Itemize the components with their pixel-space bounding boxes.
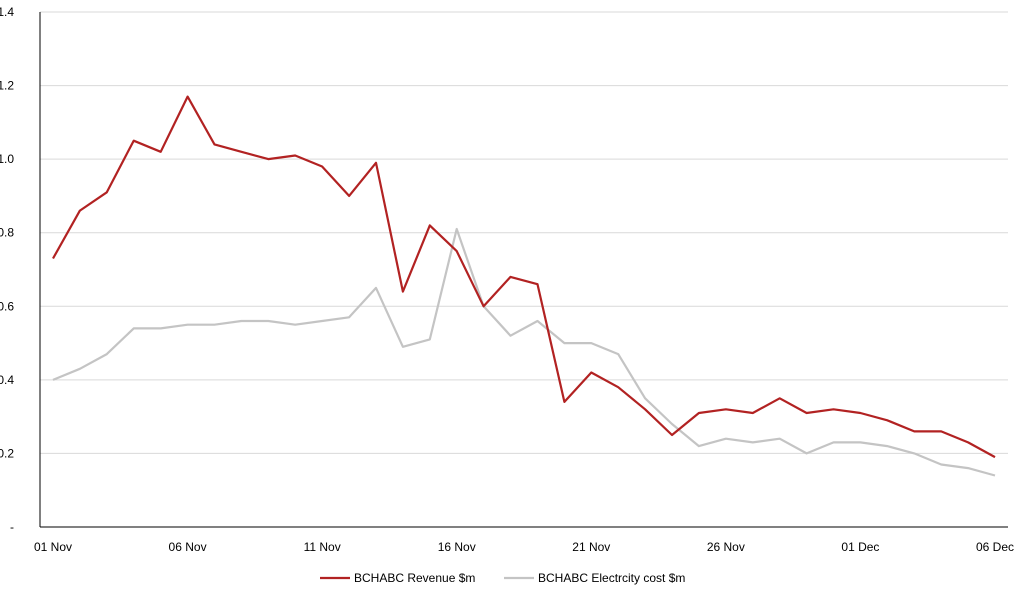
x-tick-label: 06 Dec [976,540,1014,554]
series-line-1 [52,227,996,477]
y-tick-label: - [10,520,14,534]
y-tick-label: 0.6 [0,299,14,313]
y-tick-label: 1.0 [0,152,14,166]
x-tick-label: 26 Nov [707,540,745,554]
legend-label: BCHABC Electrcity cost $m [538,571,685,585]
x-tick-label: 01 Dec [841,540,879,554]
y-tick-label: 1.4 [0,5,14,19]
y-tick-label: 0.2 [0,446,14,460]
series-lines [52,95,996,477]
y-tick-label: 0.4 [0,373,14,387]
x-tick-label: 16 Nov [438,540,476,554]
x-tick-label: 21 Nov [572,540,610,554]
y-tick-label: 0.8 [0,226,14,240]
x-tick-label: 11 Nov [304,540,341,554]
axes: - 0.2 0.4 0.6 0.8 1.0 1.2 1.4 01 Nov 06 Nov 11 Nov… [0,5,1014,554]
legend: BCHABC Revenue $m BCHABC Electrcity cost … [320,571,685,585]
legend-label: BCHABC Revenue $m [354,571,475,585]
y-tick-label: 1.2 [0,79,14,93]
gridlines [40,11,1008,454]
x-tick-label: 01 Nov [34,540,72,554]
x-tick-label: 06 Nov [169,540,207,554]
series-line-0 [52,95,996,459]
